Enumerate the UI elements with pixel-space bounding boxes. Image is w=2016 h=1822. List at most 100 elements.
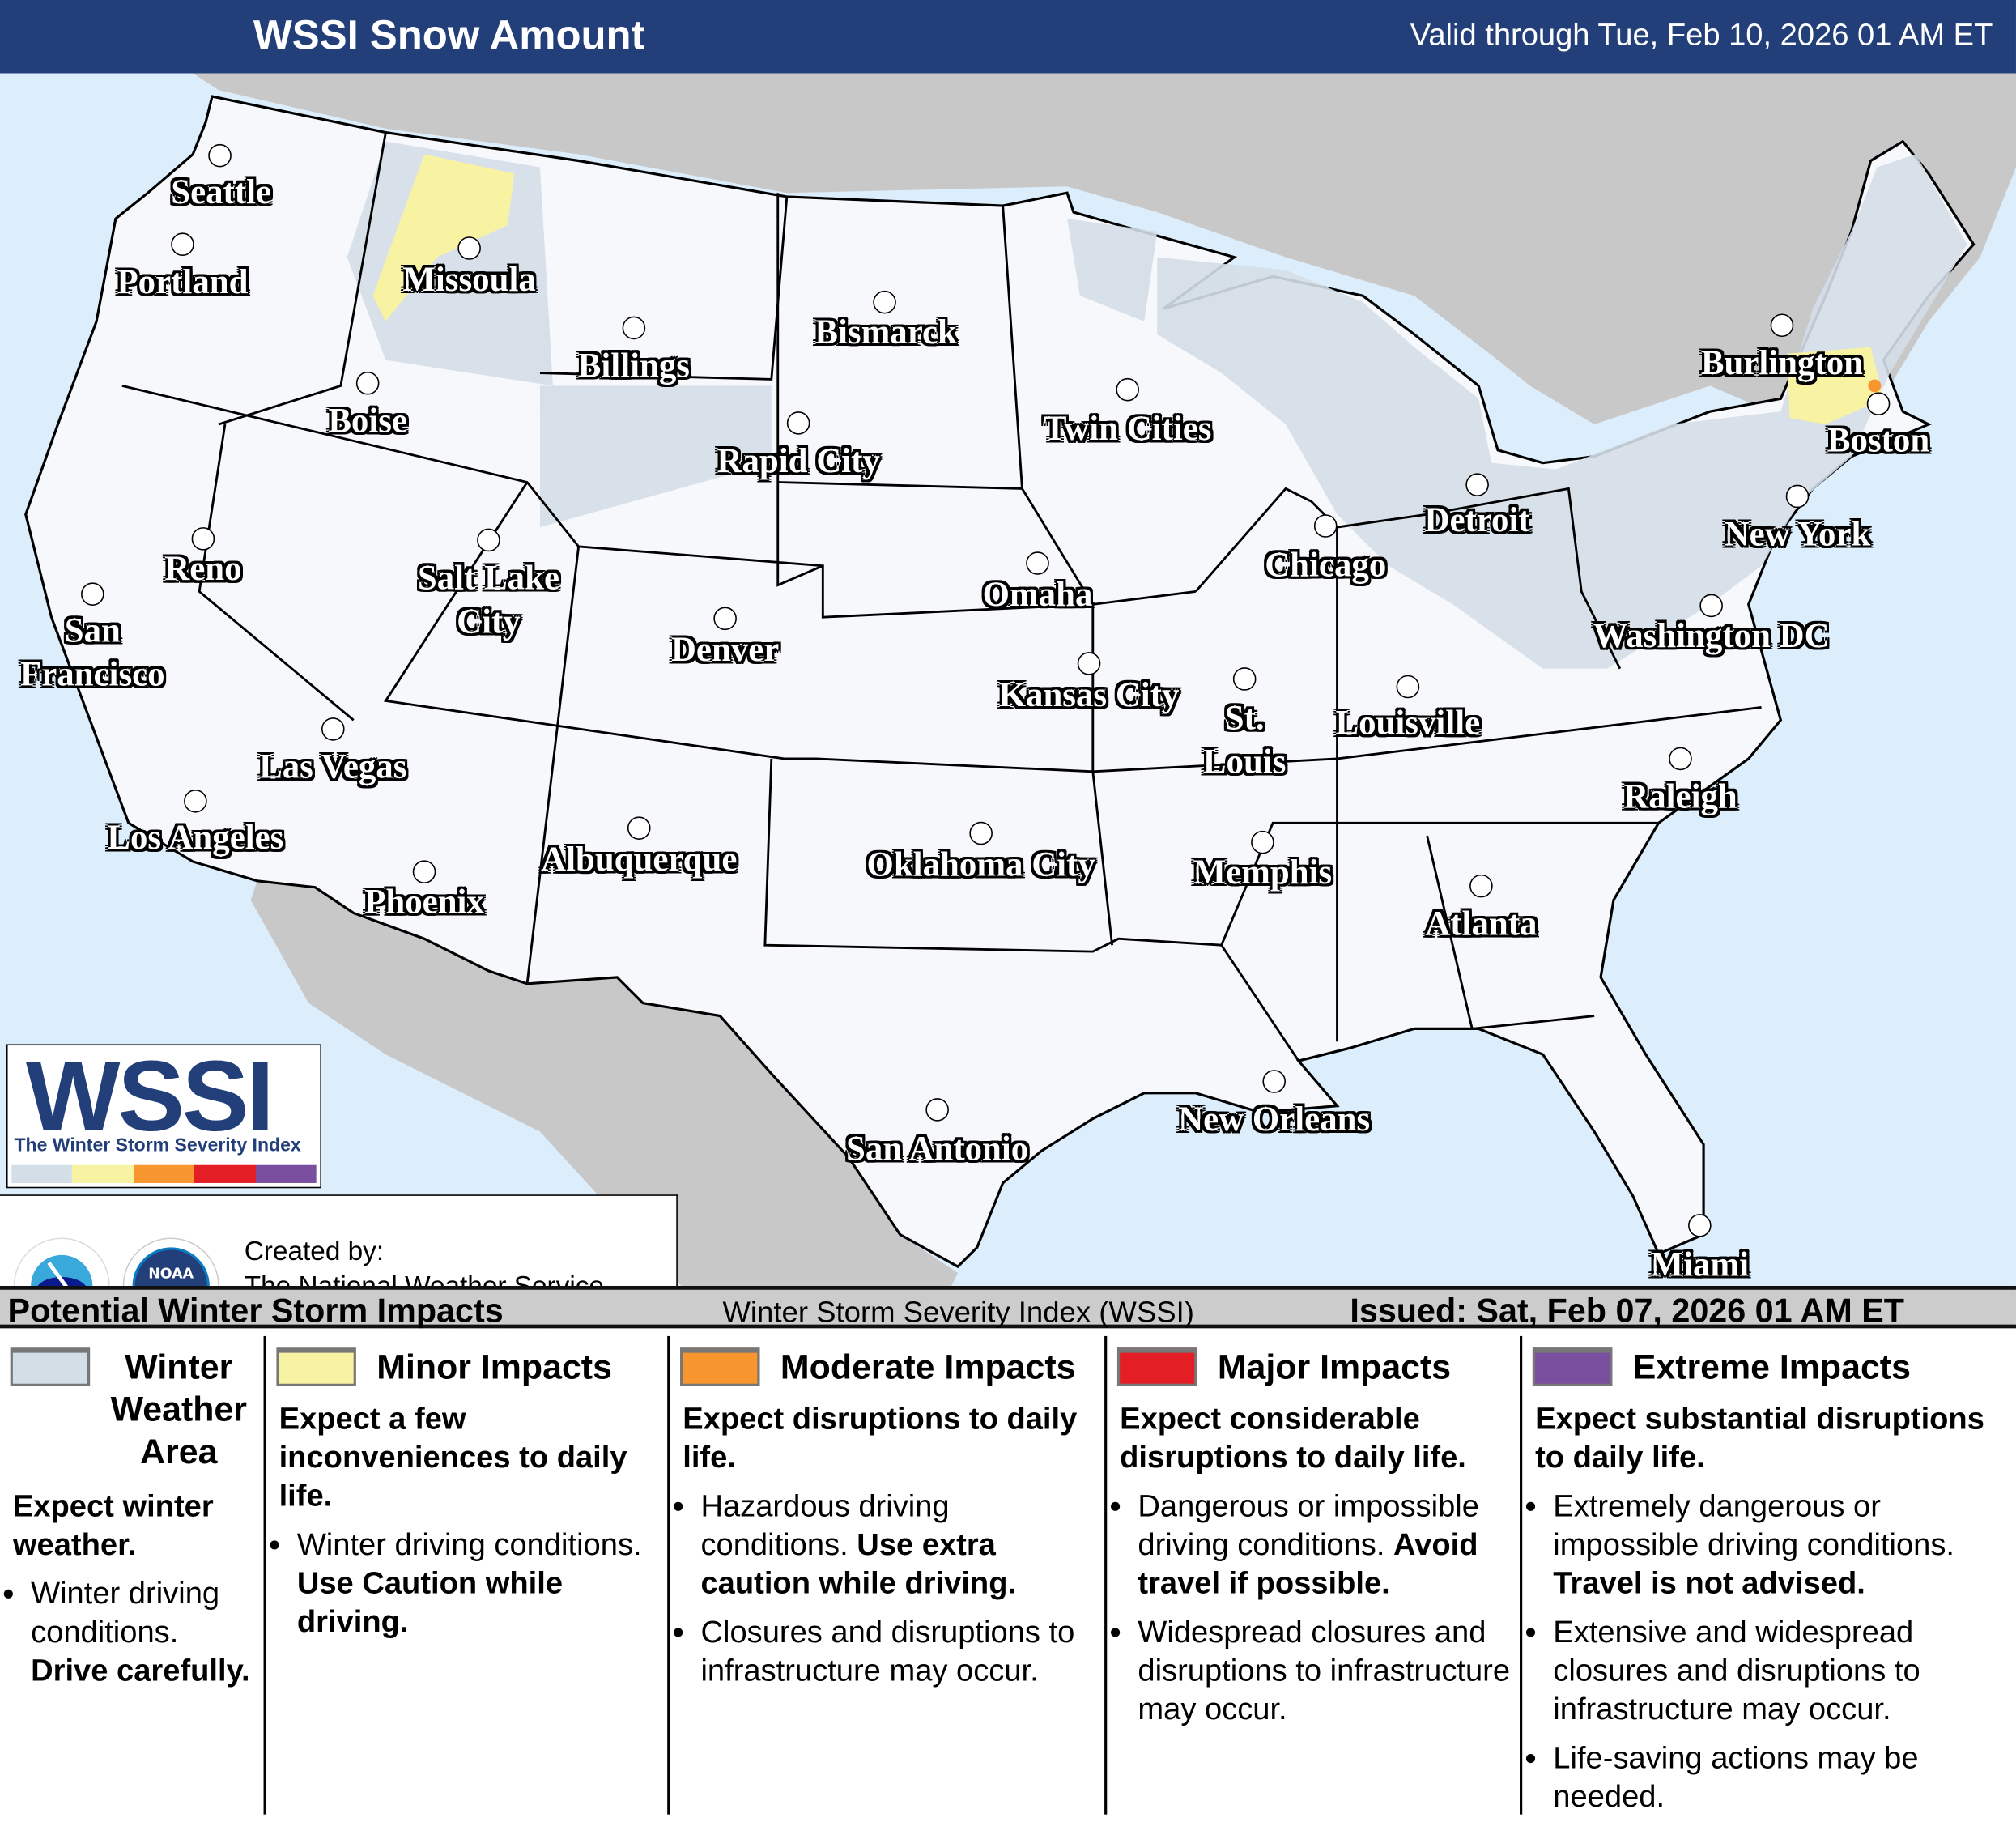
city-label: Omaha [982, 574, 1093, 614]
city-marker [355, 371, 380, 395]
wssi-color-bar [11, 1164, 317, 1183]
legend-bullet: Widespread closures and disruptions to i… [1138, 1614, 1514, 1730]
legend-bullets: Winter driving conditions. Use Caution w… [279, 1526, 662, 1642]
city-marker [184, 790, 207, 813]
legend-heading: Expect winter weather. [12, 1488, 214, 1563]
city-marker [969, 821, 993, 845]
legend-column-minor: Minor Impacts Expect a few inconveniences… [266, 1335, 670, 1815]
legend-bullet: Extremely dangerous or impossible drivin… [1553, 1488, 2010, 1603]
city-label: Portland [117, 262, 249, 301]
city-label: Twin Cities [1043, 408, 1212, 448]
noaa-logo-text: NOAA [148, 1266, 194, 1282]
city-marker [477, 528, 500, 552]
city-label: Missoula [402, 259, 536, 299]
legend-heading: Expect a few inconveniences to daily lif… [279, 1401, 627, 1514]
city-label: Oklahoma City [866, 845, 1095, 883]
map-area: Seattle Portland Missoula Billings Bismarck B… [0, 73, 2016, 1361]
moderate-impact-spot [1868, 379, 1882, 393]
city-marker [1232, 667, 1257, 691]
city-label: Chicago [1265, 545, 1387, 584]
legend-bullet: Extensive and widespread closures and di… [1553, 1614, 2010, 1730]
legend-column-extreme: Extreme Impacts Expect substantial disrup… [1522, 1336, 2016, 1815]
city-label: New York [1724, 514, 1871, 553]
winter-weather-areas [347, 141, 1967, 669]
city-label: Raleigh [1623, 777, 1737, 815]
city-label: Los Angeles [107, 817, 284, 857]
bullet-emphasis: Travel is not advised. [1553, 1566, 1865, 1602]
city-label: Atlanta [1425, 904, 1538, 943]
city-label: Phoenix [364, 882, 484, 922]
city-marker [171, 232, 194, 257]
minor-swatch [276, 1347, 356, 1386]
city-label: Burlington [1700, 343, 1864, 382]
bullet-text: Winter driving conditions. [31, 1576, 220, 1650]
minor-impact-areas [372, 154, 1884, 425]
wssi-logo-subtitle: The Winter Storm Severity Index [14, 1135, 301, 1156]
city-label: Miami [1650, 1245, 1750, 1283]
moderate-swatch [680, 1347, 760, 1386]
city-marker [1469, 874, 1493, 898]
impacts-bar: Potential Winter Storm Impacts Winter St… [0, 1286, 2016, 1330]
city-marker [81, 582, 104, 606]
city-marker [873, 290, 896, 314]
major-swatch [1116, 1347, 1197, 1386]
legend-heading: Expect substantial disruptions to daily … [1535, 1401, 1984, 1475]
city-label: Reno [164, 549, 242, 588]
city-marker [713, 607, 737, 631]
legend-title: Major Impacts [1217, 1347, 1452, 1386]
wssi-logo-text: WSSI [25, 1039, 274, 1152]
bullet-emphasis: Avoid travel if possible. [1138, 1527, 1478, 1602]
city-marker [1077, 652, 1101, 675]
legend-bullet: Winter driving conditions. Drive careful… [31, 1575, 258, 1691]
city-label: Louisville [1335, 703, 1481, 743]
legend-body: Expect winter weather. Winter driving con… [13, 1488, 258, 1701]
city-marker [925, 1098, 949, 1122]
wssi-logo: WSSI The Winter Storm Severity Index [6, 1039, 321, 1189]
city-marker [208, 143, 232, 168]
city-marker [321, 717, 345, 741]
legend-column-moderate: Moderate Impacts Expect disruptions to da… [670, 1335, 1108, 1815]
city-marker [1262, 1070, 1286, 1093]
bullet-text: Extremely dangerous or impossible drivin… [1553, 1488, 1955, 1563]
legend-title: Winter Weather Area [110, 1347, 247, 1471]
state-borders [121, 132, 1762, 1062]
city-label: Denver [670, 630, 780, 669]
impacts-heading: Potential Winter Storm Impacts [7, 1291, 504, 1330]
city-label: Kansas City [998, 675, 1180, 714]
valid-time: Valid through Tue, Feb 10, 2026 01 AM ET [1410, 18, 1993, 53]
city-label: St. Louis [1202, 698, 1287, 781]
city-label: Memphis [1193, 852, 1333, 892]
city-marker [1313, 514, 1338, 538]
legend-bullet: Closures and disruptions to infrastructu… [700, 1614, 1099, 1691]
impact-legend: Winter Weather Area Expect winter weather… [0, 1328, 2016, 1822]
bullet-text: Winter driving conditions. [296, 1527, 642, 1563]
bullet-text: Widespread closures and disruptions to i… [1138, 1615, 1511, 1727]
city-label: Billings [577, 346, 690, 385]
city-label: Seattle [171, 172, 272, 211]
city-marker [191, 527, 215, 551]
extreme-swatch [1532, 1347, 1613, 1386]
city-marker [622, 316, 646, 340]
legend-body: Expect disruptions to daily life. Hazardo… [683, 1400, 1099, 1701]
legend-heading: Expect disruptions to daily life. [683, 1401, 1078, 1475]
legend-column-winter-weather: Winter Weather Area Expect winter weather… [0, 1335, 266, 1815]
legend-bullet: Winter driving conditions. Use Caution w… [297, 1526, 662, 1642]
winter-weather-swatch [10, 1347, 91, 1386]
city-marker [1669, 747, 1692, 771]
bullet-emphasis: Use extra caution while driving. [700, 1527, 1017, 1602]
city-marker [1770, 313, 1794, 338]
legend-bullets: Dangerous or impossible driving conditio… [1120, 1488, 1515, 1730]
issued-time: Issued: Sat, Feb 07, 2026 01 AM ET [1350, 1291, 1905, 1330]
city-marker [786, 411, 810, 435]
city-marker [1026, 551, 1049, 575]
city-marker [627, 816, 651, 840]
conus-land [24, 95, 1976, 1269]
bullet-emphasis: Use Caution while driving. [296, 1566, 564, 1640]
legend-column-major: Major Impacts Expect considerable disrupt… [1107, 1335, 1523, 1815]
legend-body: Expect substantial disruptions to daily … [1535, 1400, 2011, 1822]
map-title: WSSI Snow Amount [253, 11, 645, 58]
legend-heading: Expect considerable disruptions to daily… [1120, 1401, 1466, 1475]
legend-bullet: Hazardous driving conditions. Use extra … [700, 1488, 1099, 1603]
city-marker [1251, 830, 1274, 854]
